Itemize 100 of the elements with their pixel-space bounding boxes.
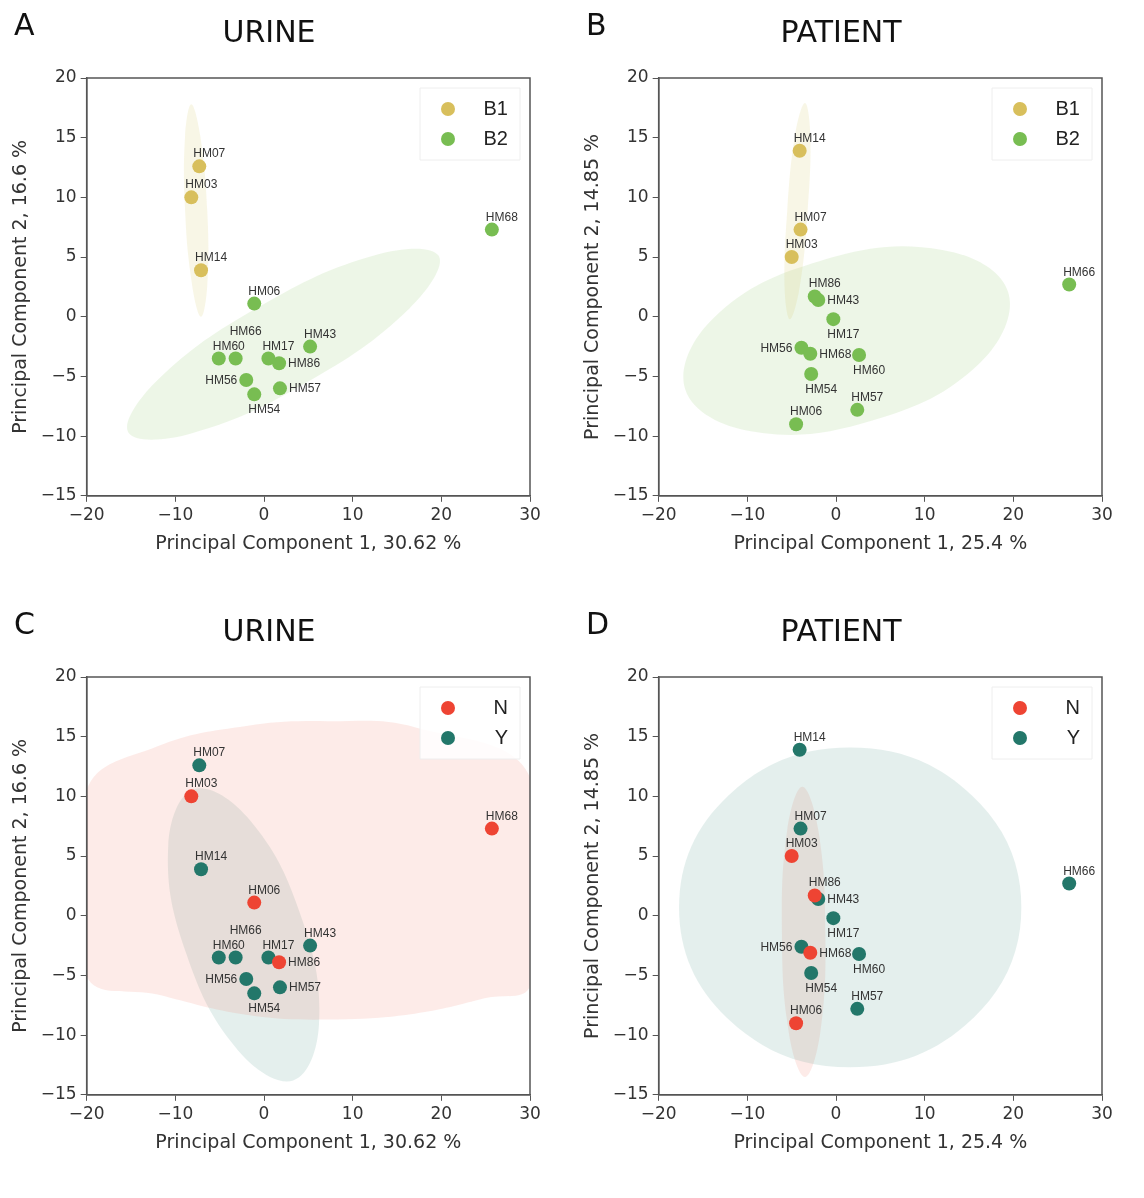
x-tick-label: −10: [729, 1103, 766, 1124]
legend-label: B1: [1055, 96, 1080, 119]
point: [194, 862, 209, 877]
y-tick-label: 5: [65, 245, 77, 266]
point: [852, 347, 867, 362]
x-axis-title: Principal Component 1, 25.4 %: [733, 530, 1028, 553]
point: [792, 143, 807, 158]
annotation: HM60: [853, 961, 886, 976]
legend-label: Y: [1066, 725, 1080, 748]
annotation: HM57: [288, 381, 322, 396]
annotation: HM06: [248, 882, 281, 897]
x-tick-label: 10: [913, 504, 936, 525]
annotation: HM03: [785, 237, 819, 252]
annotation: HM07: [794, 209, 827, 224]
x-tick-label: 0: [830, 1103, 842, 1124]
y-tick-label: 10: [55, 784, 77, 805]
y-tick-label: −15: [612, 484, 649, 505]
annotation: HM17: [262, 937, 295, 952]
annotation: HM56: [760, 340, 793, 355]
y-tick-label: 0: [637, 904, 649, 925]
annotation: HM60: [853, 362, 886, 377]
text: B: [586, 6, 607, 42]
x-tick-label: −10: [157, 504, 194, 525]
y-tick-label: 0: [637, 305, 649, 326]
x-tick-label: 30: [519, 504, 541, 525]
annotation: HM14: [195, 250, 228, 265]
annotation: HM86: [288, 955, 321, 970]
point: [184, 789, 199, 804]
text: A: [14, 6, 35, 42]
y-axis-title: Principal Component 2, 14.85 %: [580, 732, 603, 1039]
y-tick-label: 20: [627, 665, 649, 686]
y-axis-title: Principal Component 2, 14.85 %: [580, 133, 603, 440]
annotation: HM43: [304, 925, 337, 940]
point: [826, 911, 841, 926]
point: [239, 972, 254, 987]
point: [789, 417, 804, 432]
annotation: HM54: [805, 981, 838, 996]
annotation: HM66: [1063, 863, 1096, 878]
chart-title: PATIENT: [780, 13, 903, 49]
point: [194, 263, 209, 278]
point: [303, 938, 318, 953]
point: [247, 895, 262, 910]
point: [793, 222, 808, 237]
annotation: HM56: [205, 972, 238, 987]
y-tick-label: 20: [55, 66, 77, 87]
annotation: HM07: [193, 745, 226, 760]
point: [804, 966, 819, 981]
point: [272, 955, 287, 970]
x-tick-label: 20: [430, 504, 453, 525]
y-tick-label: 10: [55, 185, 77, 206]
point: [784, 849, 799, 864]
annotation: HM56: [205, 373, 238, 388]
point: [804, 367, 819, 382]
annotation: HM60: [212, 937, 246, 952]
point: [811, 293, 826, 308]
y-tick-label: −10: [612, 1023, 649, 1044]
annotation: HM03: [185, 177, 218, 192]
annotation: HM57: [288, 980, 322, 995]
x-tick-label: 10: [341, 504, 364, 525]
point: [1062, 277, 1077, 292]
x-tick-label: −20: [640, 1103, 677, 1124]
point: [852, 946, 867, 961]
x-tick-label: 30: [1091, 504, 1113, 525]
point: [228, 351, 243, 366]
point: [789, 1016, 804, 1031]
point: [247, 387, 262, 402]
y-tick-label: 5: [65, 844, 77, 865]
legend-label: B2: [1055, 126, 1080, 149]
annotation: HM43: [304, 326, 337, 341]
point: [803, 945, 818, 960]
annotation: HM43: [827, 892, 860, 907]
y-tick-label: 0: [65, 904, 77, 925]
annotation: HM07: [794, 808, 827, 823]
annotation: HM56: [760, 939, 793, 954]
y-tick-label: −10: [40, 1023, 77, 1044]
annotation: HM60: [212, 338, 246, 353]
y-tick-label: 10: [627, 784, 649, 805]
y-tick-label: −5: [51, 364, 77, 385]
x-axis-title: Principal Component 1, 25.4 %: [733, 1129, 1028, 1152]
y-tick-label: −10: [40, 424, 77, 445]
y-tick-label: 5: [637, 245, 649, 266]
point: [793, 821, 808, 836]
annotation: HM17: [827, 327, 860, 342]
x-axis-title: Principal Component 1, 30.62 %: [155, 530, 462, 553]
x-tick-label: 30: [519, 1103, 541, 1124]
point: [184, 190, 199, 205]
annotation: HM57: [851, 389, 884, 404]
y-tick-label: 15: [55, 725, 77, 746]
x-tick-label: 20: [430, 1103, 453, 1124]
annotation: HM54: [248, 402, 281, 417]
y-axis-title: Principal Component 2, 16.6 %: [8, 738, 31, 1033]
point: [272, 980, 287, 995]
y-tick-label: 20: [627, 66, 649, 87]
annotation: HM57: [851, 988, 884, 1003]
y-tick-label: 5: [637, 844, 649, 865]
x-tick-label: 20: [1002, 504, 1025, 525]
y-tick-label: 15: [55, 126, 77, 147]
annotation: HM68: [485, 209, 519, 224]
y-tick-label: 15: [627, 725, 649, 746]
point: [192, 758, 207, 773]
